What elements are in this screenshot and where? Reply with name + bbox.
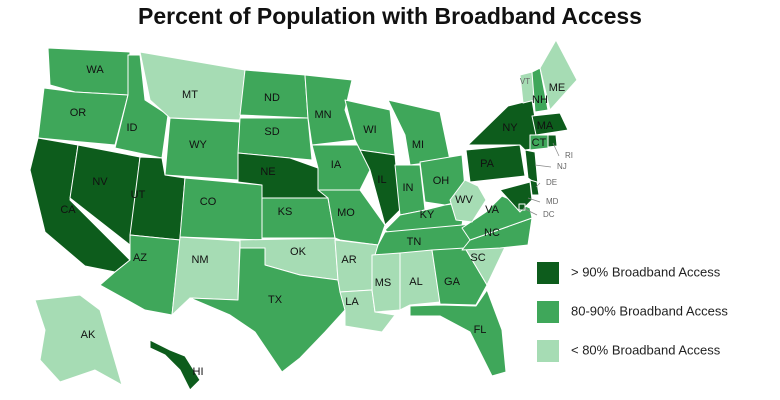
state-label: DC [543,210,555,219]
legend-label: 80-90% Broadband Access [571,303,728,318]
state-label: CO [200,196,217,208]
state-shape [539,39,578,111]
state-label: WY [189,139,207,151]
state-label: NC [484,227,500,239]
state-label: ID [127,122,138,134]
state-label: WA [86,64,104,76]
state-label: NJ [557,162,567,171]
state-label: OK [290,246,307,258]
state-label: FL [474,324,487,336]
state-shape [34,294,123,386]
leader-line [534,164,552,168]
state-shape [518,203,526,211]
state-shape [449,179,487,223]
state-label: NH [532,94,548,106]
state-label: WI [363,124,376,136]
state-label: OR [70,107,87,119]
state-shape [359,149,401,226]
state-label: CT [532,137,547,149]
state-label: AL [409,276,422,288]
state-shape [531,112,569,136]
state-shape [465,144,526,183]
legend-swatch [537,301,559,323]
state-label: GA [444,276,461,288]
legend-label: < 80% Broadband Access [571,342,721,357]
state-labels: WA OR CA NV ID MT WY UT AZ CO NM ND SD NE KS OK TX MN IA MO… [60,64,573,378]
state-label: AK [81,329,96,341]
state-label: NE [260,166,275,178]
state-label: WV [455,194,473,206]
state-label: MO [337,207,355,219]
state-label: MS [375,277,392,289]
state-label: SD [264,126,279,138]
leader-line [552,142,560,157]
state-shape [409,289,507,377]
state-shape [387,99,451,166]
state-label: VT [520,77,530,86]
state-shape [261,197,336,239]
legend-label: > 90% Broadband Access [571,264,721,279]
states [29,39,578,391]
state-shape [189,247,346,373]
state-label: RI [565,151,573,160]
state-label: TX [268,294,283,306]
state-label: NM [191,254,208,266]
state-label: TN [407,236,422,248]
state-shape [149,339,201,391]
leader-line [527,197,541,203]
state-label: AZ [133,252,147,264]
map-title: Percent of Population with Broadband Acc… [138,3,642,29]
state-shape [179,177,263,241]
state-label: VA [485,204,500,216]
state-shape [547,134,558,148]
state-label: ND [264,92,280,104]
state-shape [461,195,533,241]
state-label: MI [412,139,424,151]
state-label: ME [549,82,566,94]
state-shape [524,149,539,186]
state-label: DE [546,178,557,187]
state-label: MT [182,89,198,101]
state-shape [371,252,401,313]
legend-swatch [537,262,559,284]
state-label: PA [480,158,495,170]
state-label: IN [403,182,414,194]
state-shape [237,117,313,161]
legend-swatch [537,340,559,362]
state-label: IA [331,159,342,171]
state-shape [139,51,246,121]
state-label: SC [470,252,485,264]
state-label: KS [278,206,293,218]
state-label: MN [314,109,331,121]
state-label: LA [345,296,359,308]
state-label: IL [377,174,386,186]
legend: > 90% Broadband Access 80-90% Broadband A… [537,262,728,362]
state-shape [529,134,549,151]
state-shape [114,54,169,159]
leader-line [522,207,538,216]
state-label: MD [546,197,559,206]
state-label: MA [537,120,554,132]
state-label: UT [131,189,146,201]
state-label: KY [420,209,435,221]
state-label: AR [341,254,356,266]
state-label: HI [193,366,204,378]
state-shape [399,249,441,311]
state-label: CA [60,204,76,216]
state-label: OH [433,175,450,187]
state-label: NV [92,176,108,188]
state-shape [531,67,549,113]
state-label: NY [502,122,518,134]
leader-line [535,182,541,188]
